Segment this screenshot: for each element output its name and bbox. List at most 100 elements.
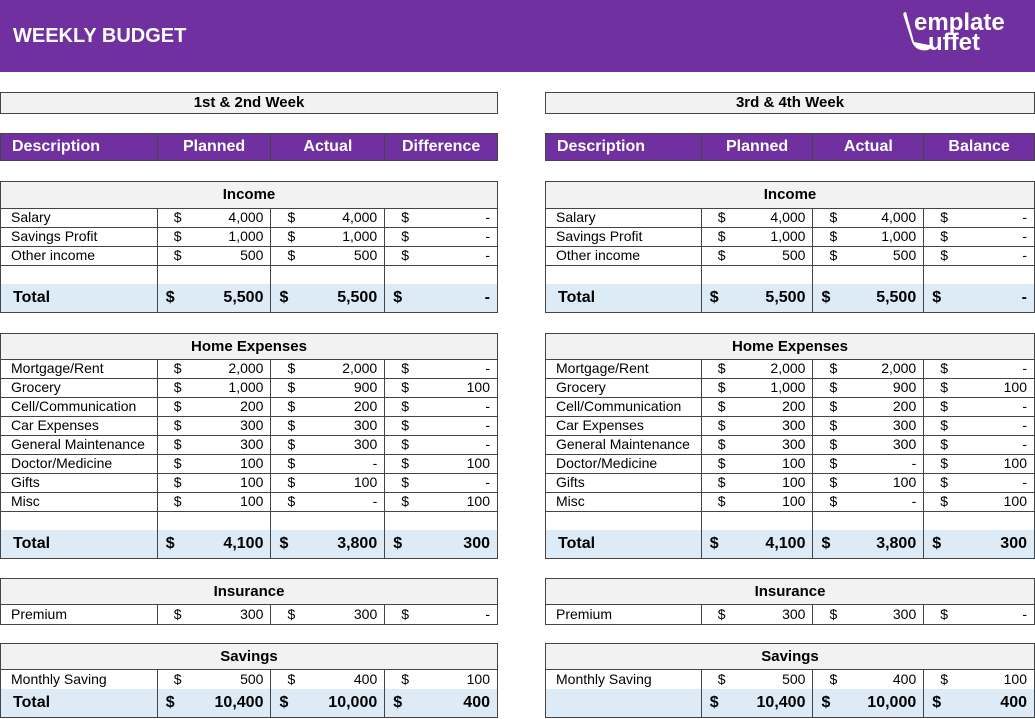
amount-cell[interactable]: $300 xyxy=(156,416,271,435)
amount-cell[interactable] xyxy=(812,511,923,530)
description-cell[interactable]: Gifts xyxy=(556,474,585,490)
description-cell[interactable]: Total xyxy=(13,694,51,711)
amount-cell[interactable]: $100 xyxy=(700,473,813,492)
description-cell[interactable]: Gifts xyxy=(11,474,40,490)
description-cell[interactable]: Total xyxy=(13,535,51,552)
amount-cell[interactable]: $10,000 xyxy=(270,689,384,717)
amount-cell[interactable]: $400 xyxy=(270,669,384,689)
amount-cell[interactable]: $4,100 xyxy=(700,530,813,558)
amount-cell[interactable]: $ - xyxy=(923,604,1034,624)
description-cell[interactable]: Monthly Saving xyxy=(11,671,107,687)
amount-cell[interactable]: $500 xyxy=(700,669,813,689)
description-cell[interactable]: Total xyxy=(558,535,596,552)
amount-cell[interactable]: $ - xyxy=(384,246,497,265)
description-cell[interactable]: Grocery xyxy=(556,379,606,395)
amount-cell[interactable]: $500 xyxy=(156,669,271,689)
amount-cell[interactable]: $100 xyxy=(384,378,497,397)
amount-cell[interactable] xyxy=(270,511,384,530)
amount-cell[interactable]: $300 xyxy=(700,604,813,624)
description-cell[interactable]: Total xyxy=(558,289,596,306)
amount-cell[interactable]: $300 xyxy=(700,416,813,435)
amount-cell[interactable]: $ - xyxy=(923,359,1034,378)
amount-cell[interactable]: $300 xyxy=(812,416,923,435)
amount-cell[interactable]: $2,000 xyxy=(812,359,923,378)
description-cell[interactable]: Salary xyxy=(556,209,596,225)
amount-cell[interactable]: $200 xyxy=(700,397,813,416)
description-cell[interactable]: Doctor/Medicine xyxy=(11,455,113,471)
amount-cell[interactable]: $300 xyxy=(270,416,384,435)
amount-cell[interactable]: $100 xyxy=(923,492,1034,511)
amount-cell[interactable]: $ - xyxy=(923,208,1034,227)
amount-cell[interactable]: $1,000 xyxy=(156,227,271,246)
amount-cell[interactable]: $1,000 xyxy=(156,378,271,397)
description-cell[interactable]: Savings Profit xyxy=(11,228,98,244)
amount-cell[interactable]: $4,000 xyxy=(812,208,923,227)
amount-cell[interactable]: $400 xyxy=(384,689,497,717)
description-cell[interactable]: Salary xyxy=(11,209,51,225)
amount-cell[interactable]: $ - xyxy=(384,284,497,312)
amount-cell[interactable]: $300 xyxy=(700,435,813,454)
description-cell[interactable]: Doctor/Medicine xyxy=(556,455,658,471)
amount-cell[interactable]: $ - xyxy=(812,492,923,511)
amount-cell[interactable]: $10,400 xyxy=(700,689,813,717)
amount-cell[interactable]: $5,500 xyxy=(700,284,813,312)
description-cell[interactable]: Misc xyxy=(556,493,585,509)
amount-cell[interactable]: $5,500 xyxy=(270,284,384,312)
amount-cell[interactable]: $300 xyxy=(156,604,271,624)
amount-cell[interactable] xyxy=(700,265,813,284)
amount-cell[interactable]: $2,000 xyxy=(156,359,271,378)
description-cell[interactable]: Other income xyxy=(556,247,641,263)
amount-cell[interactable]: $ - xyxy=(384,604,497,624)
amount-cell[interactable]: $5,500 xyxy=(156,284,271,312)
amount-cell[interactable]: $100 xyxy=(156,473,271,492)
description-cell[interactable] xyxy=(1,265,157,284)
amount-cell[interactable]: $300 xyxy=(812,435,923,454)
amount-cell[interactable] xyxy=(270,265,384,284)
amount-cell[interactable]: $ - xyxy=(384,227,497,246)
amount-cell[interactable]: $500 xyxy=(812,246,923,265)
description-cell[interactable]: Car Expenses xyxy=(11,417,99,433)
amount-cell[interactable]: $100 xyxy=(700,454,813,473)
amount-cell[interactable]: $ - xyxy=(923,435,1034,454)
amount-cell[interactable]: $1,000 xyxy=(812,227,923,246)
amount-cell[interactable]: $200 xyxy=(812,397,923,416)
amount-cell[interactable]: $ - xyxy=(923,246,1034,265)
description-cell[interactable]: Premium xyxy=(556,606,613,622)
description-cell[interactable] xyxy=(1,511,157,530)
amount-cell[interactable]: $500 xyxy=(270,246,384,265)
amount-cell[interactable]: $ - xyxy=(812,454,923,473)
amount-cell[interactable]: $ - xyxy=(923,416,1034,435)
amount-cell[interactable]: $900 xyxy=(270,378,384,397)
amount-cell[interactable]: $2,000 xyxy=(270,359,384,378)
amount-cell[interactable]: $ - xyxy=(270,492,384,511)
amount-cell[interactable]: $10,400 xyxy=(156,689,271,717)
amount-cell[interactable]: $100 xyxy=(270,473,384,492)
description-cell[interactable]: Other income xyxy=(11,247,96,263)
amount-cell[interactable]: $5,500 xyxy=(812,284,923,312)
amount-cell[interactable]: $4,100 xyxy=(156,530,271,558)
amount-cell[interactable]: $3,800 xyxy=(270,530,384,558)
amount-cell[interactable]: $ - xyxy=(923,473,1034,492)
amount-cell[interactable]: $300 xyxy=(270,604,384,624)
amount-cell[interactable] xyxy=(384,265,497,284)
amount-cell[interactable]: $2,000 xyxy=(700,359,813,378)
amount-cell[interactable]: $ - xyxy=(384,435,497,454)
amount-cell[interactable]: $200 xyxy=(156,397,271,416)
amount-cell[interactable]: $4,000 xyxy=(156,208,271,227)
amount-cell[interactable]: $300 xyxy=(384,530,497,558)
amount-cell[interactable]: $4,000 xyxy=(270,208,384,227)
amount-cell[interactable]: $100 xyxy=(384,669,497,689)
amount-cell[interactable]: $300 xyxy=(270,435,384,454)
amount-cell[interactable]: $100 xyxy=(923,669,1034,689)
amount-cell[interactable]: $ - xyxy=(923,284,1034,312)
amount-cell[interactable]: $500 xyxy=(700,246,813,265)
description-cell[interactable]: Premium xyxy=(11,606,68,622)
amount-cell[interactable]: $4,000 xyxy=(700,208,813,227)
amount-cell[interactable]: $400 xyxy=(812,669,923,689)
amount-cell[interactable]: $ - xyxy=(923,397,1034,416)
description-cell[interactable]: Mortgage/Rent xyxy=(556,360,649,376)
amount-cell[interactable]: $10,000 xyxy=(812,689,923,717)
description-cell[interactable] xyxy=(546,511,701,530)
description-cell[interactable]: General Maintenance xyxy=(11,436,145,452)
description-cell[interactable]: Monthly Saving xyxy=(556,671,652,687)
